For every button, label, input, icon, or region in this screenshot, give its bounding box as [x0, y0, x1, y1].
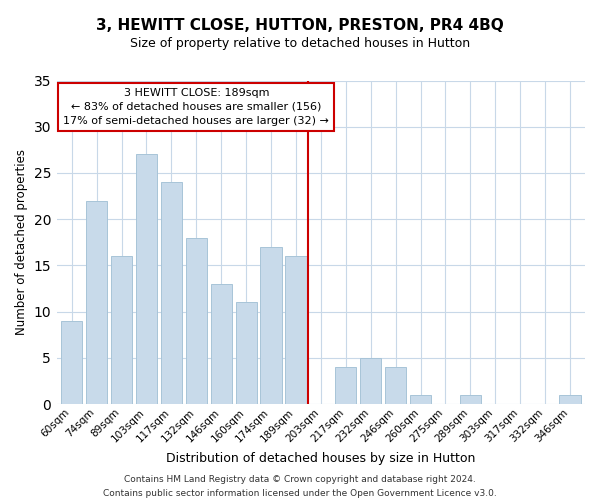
Text: Size of property relative to detached houses in Hutton: Size of property relative to detached ho… — [130, 38, 470, 51]
Bar — [136, 154, 157, 404]
Bar — [410, 395, 431, 404]
Bar — [111, 256, 132, 404]
Bar — [360, 358, 381, 404]
Bar — [185, 238, 207, 404]
Bar — [236, 302, 257, 404]
Bar — [260, 247, 281, 404]
Text: Contains HM Land Registry data © Crown copyright and database right 2024.
Contai: Contains HM Land Registry data © Crown c… — [103, 476, 497, 498]
Bar — [385, 367, 406, 404]
Bar — [211, 284, 232, 404]
Bar — [335, 367, 356, 404]
Bar — [286, 256, 307, 404]
Text: 3 HEWITT CLOSE: 189sqm
← 83% of detached houses are smaller (156)
17% of semi-de: 3 HEWITT CLOSE: 189sqm ← 83% of detached… — [64, 88, 329, 126]
Text: 3, HEWITT CLOSE, HUTTON, PRESTON, PR4 4BQ: 3, HEWITT CLOSE, HUTTON, PRESTON, PR4 4B… — [96, 18, 504, 32]
Bar — [559, 395, 581, 404]
Bar — [161, 182, 182, 404]
Bar — [460, 395, 481, 404]
X-axis label: Distribution of detached houses by size in Hutton: Distribution of detached houses by size … — [166, 452, 476, 465]
Y-axis label: Number of detached properties: Number of detached properties — [15, 150, 28, 336]
Bar — [61, 321, 82, 404]
Bar — [86, 200, 107, 404]
